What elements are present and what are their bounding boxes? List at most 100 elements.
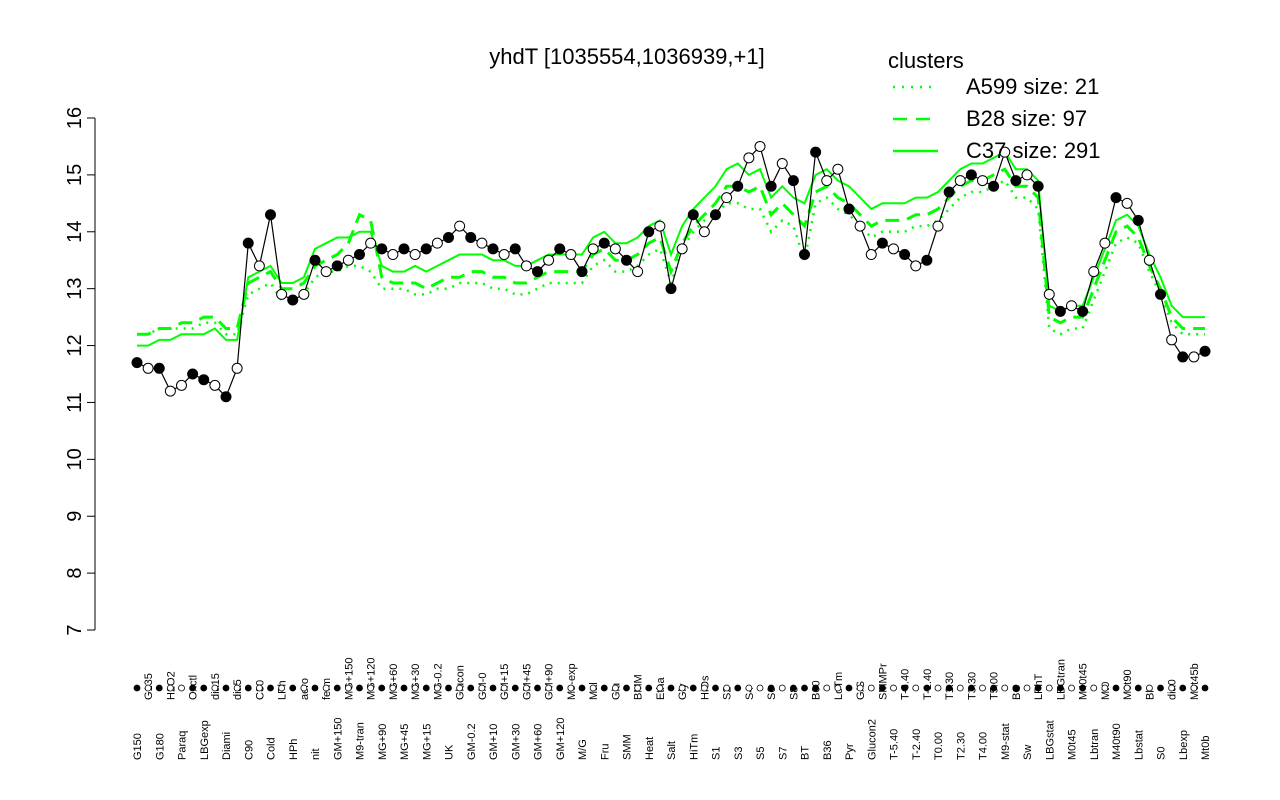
rug-mark (778, 684, 786, 692)
x-tick-label: T-5.40 (889, 729, 901, 760)
data-point (1155, 288, 1166, 300)
rug-mark (1134, 684, 1142, 692)
data-point (554, 243, 566, 255)
rug-mark (801, 684, 808, 692)
x-tick-label: S3 (733, 747, 745, 760)
rug-mark (222, 684, 230, 692)
rug-mark (522, 684, 530, 692)
data-point (198, 374, 210, 386)
x-tick-label: T-3.40 (900, 669, 912, 700)
x-tick-label: MG+150 (343, 658, 355, 701)
data-point (843, 203, 855, 215)
rug-mark (700, 684, 708, 692)
data-point (1099, 237, 1111, 249)
rug-mark (189, 684, 197, 692)
data-point (854, 220, 866, 232)
rug-mark (467, 684, 475, 692)
rug-mark (1068, 684, 1075, 692)
data-point (532, 266, 543, 278)
rug-mark (534, 684, 541, 692)
rug-mark (712, 684, 719, 692)
data-point (821, 175, 833, 187)
rug-mark (934, 684, 942, 692)
data-point (888, 243, 899, 255)
rug-mark (178, 684, 185, 692)
rug-mark (656, 684, 664, 692)
data-point (965, 169, 977, 181)
rug-mark (967, 684, 975, 692)
data-point (1132, 214, 1144, 226)
x-tick-label: GM+90 (544, 664, 556, 700)
data-point (331, 260, 343, 272)
cluster-line (137, 150, 1205, 347)
legend-label: A599 size: 21 (966, 74, 1099, 99)
legend: clusters A599 size: 21 B28 size: 97 C37 si… (888, 48, 1101, 163)
rug-mark (756, 684, 764, 692)
data-point (743, 152, 755, 164)
y-tick-label: 16 (64, 107, 86, 129)
rug-mark (901, 684, 909, 692)
x-tick-label: MG+60 (388, 664, 400, 700)
data-point (209, 379, 221, 391)
rug-mark (823, 684, 831, 692)
rug-mark (356, 684, 363, 692)
cluster-line (137, 167, 1205, 336)
data-point (342, 254, 354, 266)
rug-mark (211, 684, 219, 692)
data-point (932, 220, 944, 232)
x-tick-label: Fru (599, 744, 611, 761)
rug-mark (1090, 684, 1098, 692)
rug-mark (322, 684, 330, 692)
data-point (309, 254, 321, 266)
rug-mark (422, 684, 430, 692)
data-point (476, 237, 488, 249)
rug-mark (411, 684, 419, 692)
x-tick-label: GM+150 (332, 718, 344, 761)
rug-mark (667, 684, 675, 692)
x-tick-label: T4.00 (978, 732, 990, 760)
rug-mark (578, 684, 586, 692)
x-tick-label: Cold (266, 737, 278, 760)
rug-mark (144, 684, 152, 692)
x-tick-label: Sw (1022, 745, 1034, 760)
x-tick-label: MG-0.2 (432, 663, 444, 700)
rug-mark (500, 684, 508, 692)
rug-mark (878, 684, 886, 692)
data-point (1143, 254, 1155, 266)
data-point (632, 266, 644, 278)
rug-mark (556, 684, 564, 692)
x-tick-label: Lbstat (1133, 730, 1145, 760)
x-tick-label: HPh (288, 739, 300, 760)
rug-mark (267, 684, 274, 692)
rug-mark (1001, 684, 1009, 692)
x-tick-label: M0t45 (1067, 729, 1079, 760)
rug-mark (1112, 684, 1120, 692)
data-point (732, 180, 744, 192)
x-tick-label: SMM (622, 734, 634, 760)
rug-mark (845, 684, 853, 692)
data-point (910, 260, 922, 272)
x-tick-label: Pyr (844, 743, 856, 760)
rug-mark (333, 684, 341, 692)
data-point (1054, 305, 1066, 317)
data-point (376, 243, 388, 255)
rug-mark (1179, 684, 1187, 692)
x-tick-label: BT (800, 746, 812, 760)
rug-mark (923, 684, 931, 692)
data-point (954, 175, 966, 187)
rug-mark (1012, 684, 1020, 692)
rug-mark (611, 684, 619, 692)
rug-mark (956, 684, 964, 692)
cluster-line (137, 178, 1205, 336)
data-point (498, 249, 510, 261)
rug-mark (767, 684, 775, 692)
x-tick-label: GM+120 (555, 718, 567, 761)
rug-mark (244, 684, 252, 692)
rug-mark (133, 684, 141, 692)
y-tick-label: 10 (64, 448, 86, 470)
data-point (320, 266, 332, 278)
x-tick-label: Mt0b (1200, 736, 1212, 760)
x-tick-label: nit (310, 748, 322, 760)
x-tick-label: GM+15 (499, 664, 511, 700)
cluster-envelopes (137, 150, 1205, 347)
